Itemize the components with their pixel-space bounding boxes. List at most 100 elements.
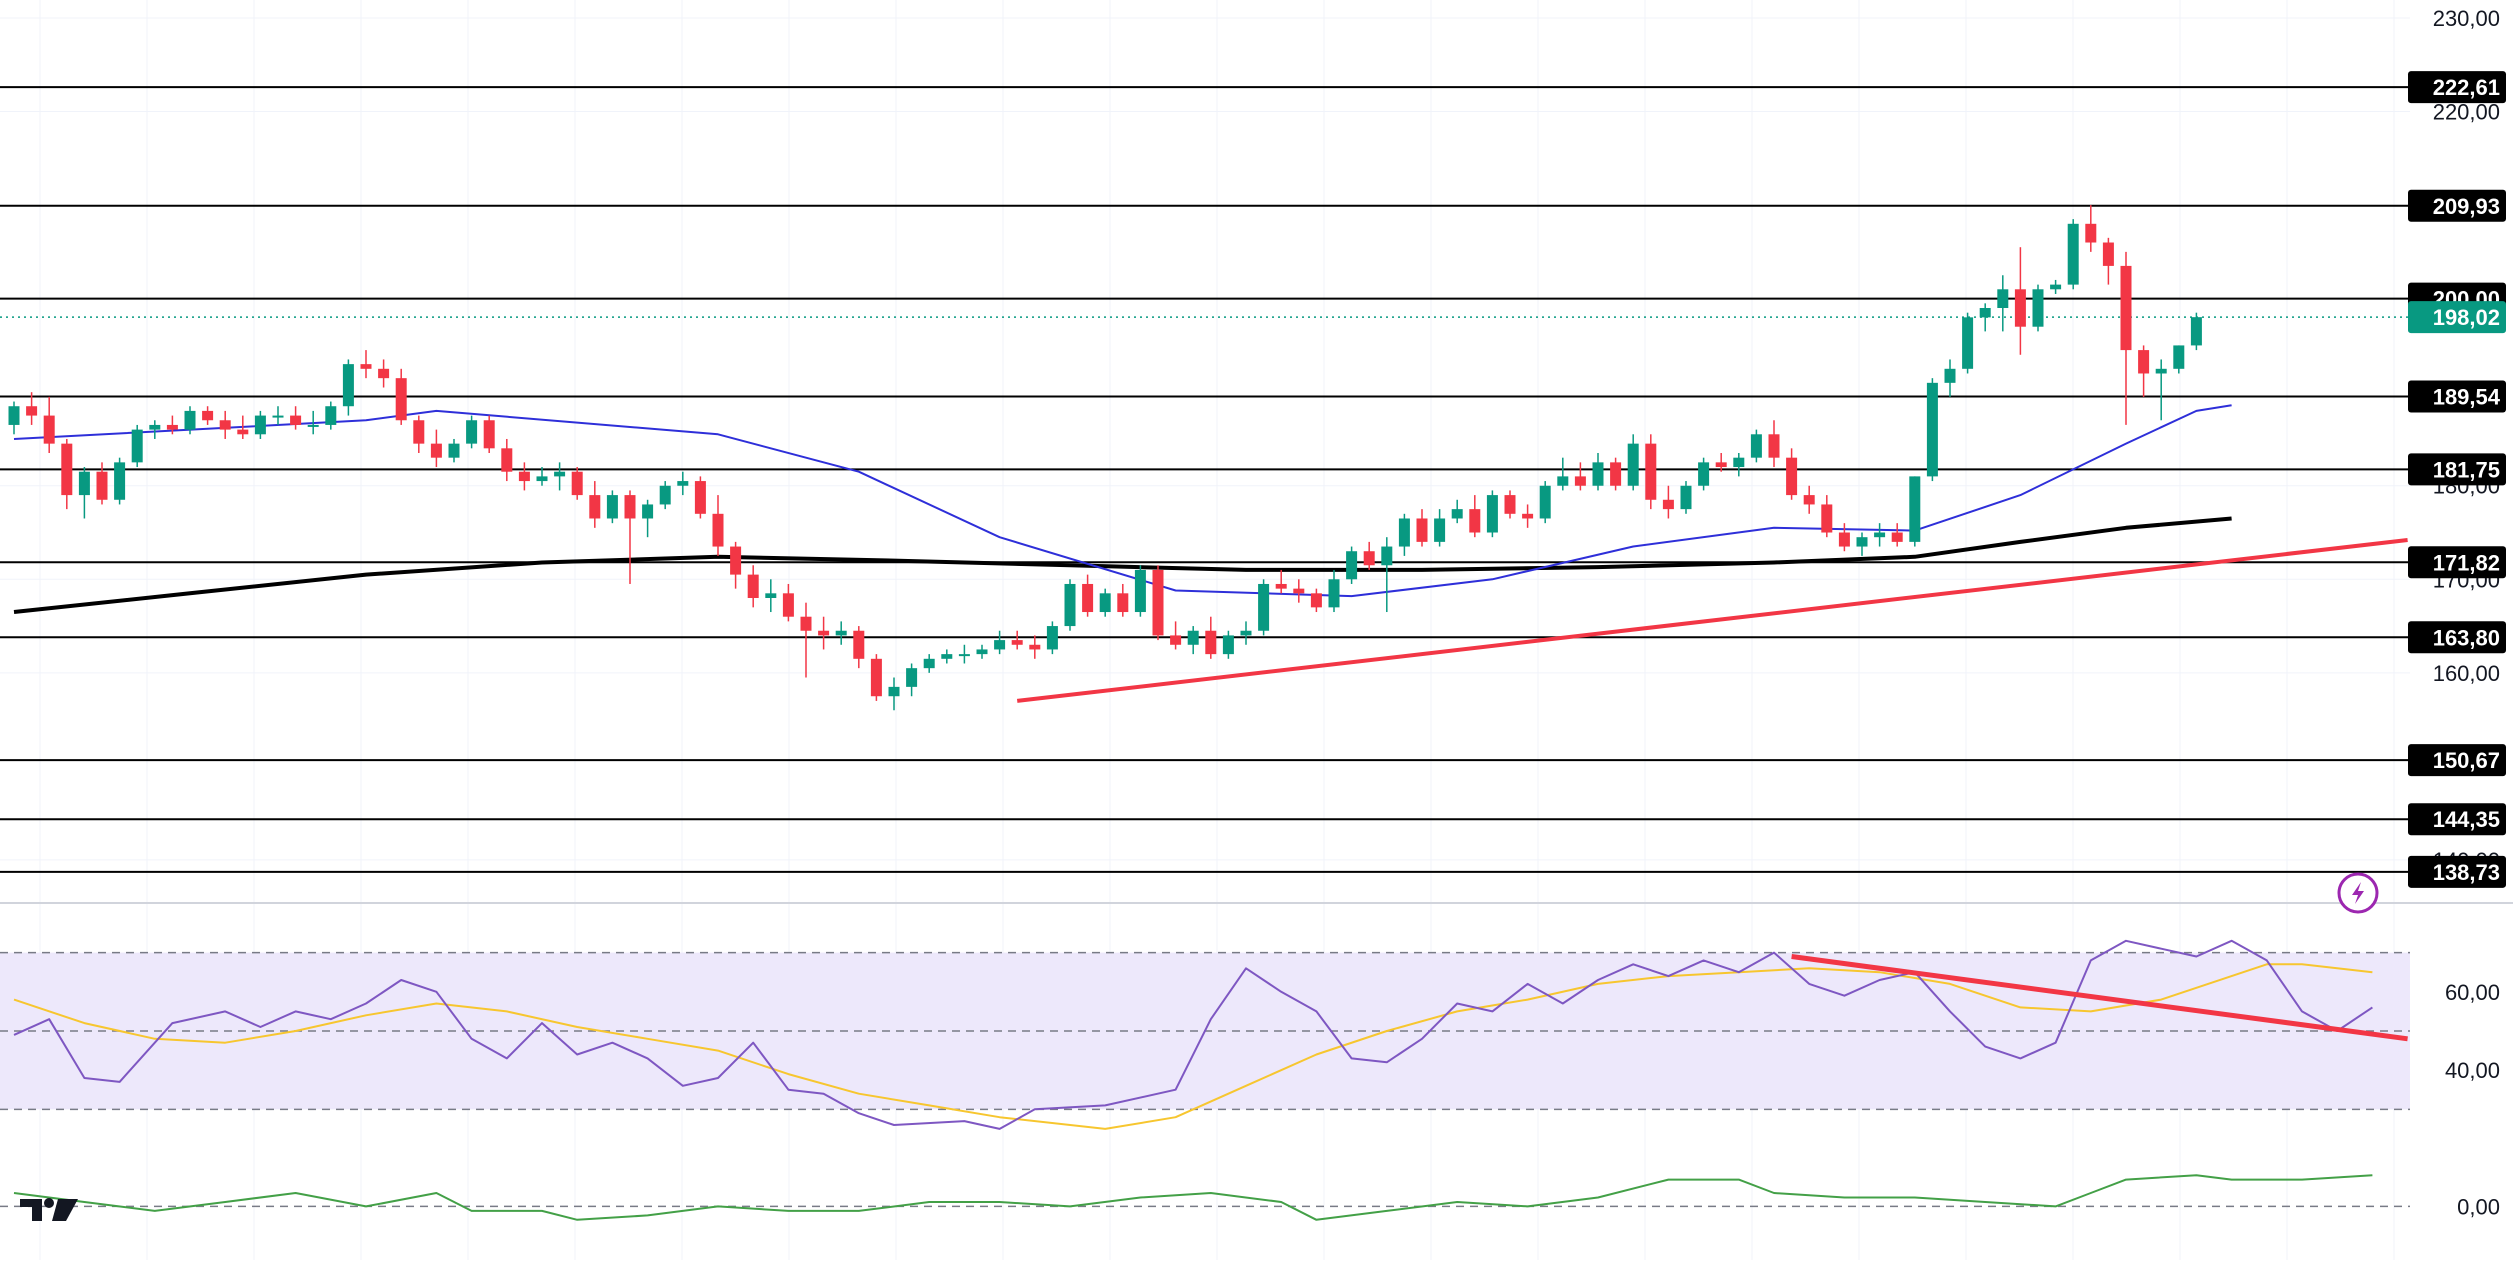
candle-body	[2173, 345, 2185, 369]
candle-body	[378, 368, 390, 379]
candle-body	[1768, 434, 1780, 458]
price-trendline	[1016, 538, 2408, 703]
candle-body	[1698, 462, 1710, 486]
candle-body	[1680, 485, 1692, 510]
level-label: 150,67	[2433, 748, 2500, 773]
candle-body	[43, 415, 55, 444]
level-label-box	[2408, 803, 2506, 836]
level-label: 209,93	[2433, 194, 2500, 219]
rsi-tick-label: 60,00	[2445, 980, 2500, 1005]
candle-body	[1328, 579, 1340, 608]
candle-body	[1152, 569, 1164, 636]
candle-body	[958, 654, 970, 657]
candle-body	[1293, 588, 1305, 594]
candle-body	[2155, 368, 2167, 374]
candle-body	[166, 424, 178, 430]
level-label: 163,80	[2433, 625, 2500, 650]
candle-body	[237, 429, 249, 435]
level-label-box	[2408, 189, 2506, 222]
candle-body	[571, 471, 583, 496]
candle-body	[1715, 462, 1727, 468]
candle-body	[1522, 513, 1534, 519]
candle-body	[1662, 499, 1674, 510]
candle-body	[131, 429, 143, 463]
candle-body	[430, 443, 442, 458]
candle-body	[1891, 532, 1903, 542]
lightning-alert-icon[interactable]	[2337, 872, 2379, 914]
candle-body	[1750, 434, 1762, 458]
rsi-trendline	[1791, 954, 2408, 1042]
level-label-box	[2408, 621, 2506, 654]
candle-body	[1838, 532, 1850, 547]
candle-body	[659, 485, 671, 505]
price-axis: 230,00220,00200,00180,00170,00160,00140,…	[2433, 6, 2500, 1219]
tradingview-logo[interactable]	[20, 1198, 78, 1221]
candle-body	[536, 476, 548, 482]
candle-body	[1170, 635, 1182, 645]
candle-body	[906, 668, 918, 687]
level-label-box	[2408, 453, 2506, 486]
candle-body	[1011, 640, 1023, 645]
candle-body	[782, 593, 794, 617]
candle-body	[96, 471, 108, 500]
candle-body	[1645, 443, 1657, 500]
candle-body	[1504, 495, 1516, 514]
candle-body	[1979, 308, 1991, 318]
candle-body	[483, 420, 495, 449]
candle-body	[923, 658, 935, 669]
candle-body	[1574, 476, 1586, 486]
candle-body	[1363, 551, 1375, 566]
support-resistance-levels	[0, 86, 2410, 873]
candle-body	[2050, 284, 2062, 290]
rsi-ma-line	[13, 963, 2373, 1130]
candle-body	[307, 424, 319, 427]
candle-body	[694, 481, 706, 514]
candle-body	[114, 462, 126, 500]
level-label-box	[2408, 71, 2506, 104]
candle-body	[1926, 382, 1938, 477]
candle-body	[835, 630, 847, 636]
level-label: 138,73	[2433, 860, 2500, 885]
candle-body	[2067, 223, 2079, 285]
candle-body	[78, 471, 90, 496]
level-label: 222,61	[2433, 75, 2500, 100]
candle-body	[61, 443, 73, 496]
candle-body	[501, 448, 513, 472]
candles	[8, 205, 2202, 711]
candle-body	[2085, 223, 2097, 243]
level-label-box	[2408, 546, 2506, 579]
candle-body	[712, 513, 724, 547]
candle-body	[994, 640, 1006, 650]
candle-body	[1346, 551, 1358, 580]
rsi-line	[13, 939, 2373, 1130]
candle-body	[1240, 630, 1252, 636]
candle-body	[1821, 504, 1833, 533]
candle-body	[202, 410, 214, 421]
candle-body	[290, 415, 302, 425]
candle-body	[466, 420, 478, 444]
candle-body	[219, 420, 231, 430]
price-tick-label: 230,00	[2433, 6, 2500, 31]
candle-body	[1275, 583, 1287, 589]
level-label: 181,75	[2433, 457, 2500, 482]
candle-body	[518, 471, 530, 482]
candle-body	[1469, 509, 1481, 533]
momentum-panel	[0, 1174, 2410, 1221]
ma50-line	[13, 404, 2232, 598]
momentum-tick-label: 0,00	[2457, 1194, 2500, 1219]
candle-body	[149, 424, 161, 430]
last-price-label-box	[2408, 301, 2506, 334]
candle-body	[1733, 457, 1745, 468]
level-labels: 222,61209,93200,00189,54181,75171,82163,…	[2408, 71, 2506, 888]
candle-body	[1029, 644, 1041, 650]
candle-body	[1909, 476, 1921, 542]
price-tick-label: 160,00	[2433, 661, 2500, 686]
level-label: 144,35	[2433, 807, 2500, 832]
candle-body	[554, 471, 566, 477]
candle-body	[1944, 368, 1956, 383]
level-label-box	[2408, 855, 2506, 888]
candle-body	[1539, 485, 1551, 519]
trendlines	[1016, 538, 2408, 703]
ma200-line	[13, 516, 2232, 614]
